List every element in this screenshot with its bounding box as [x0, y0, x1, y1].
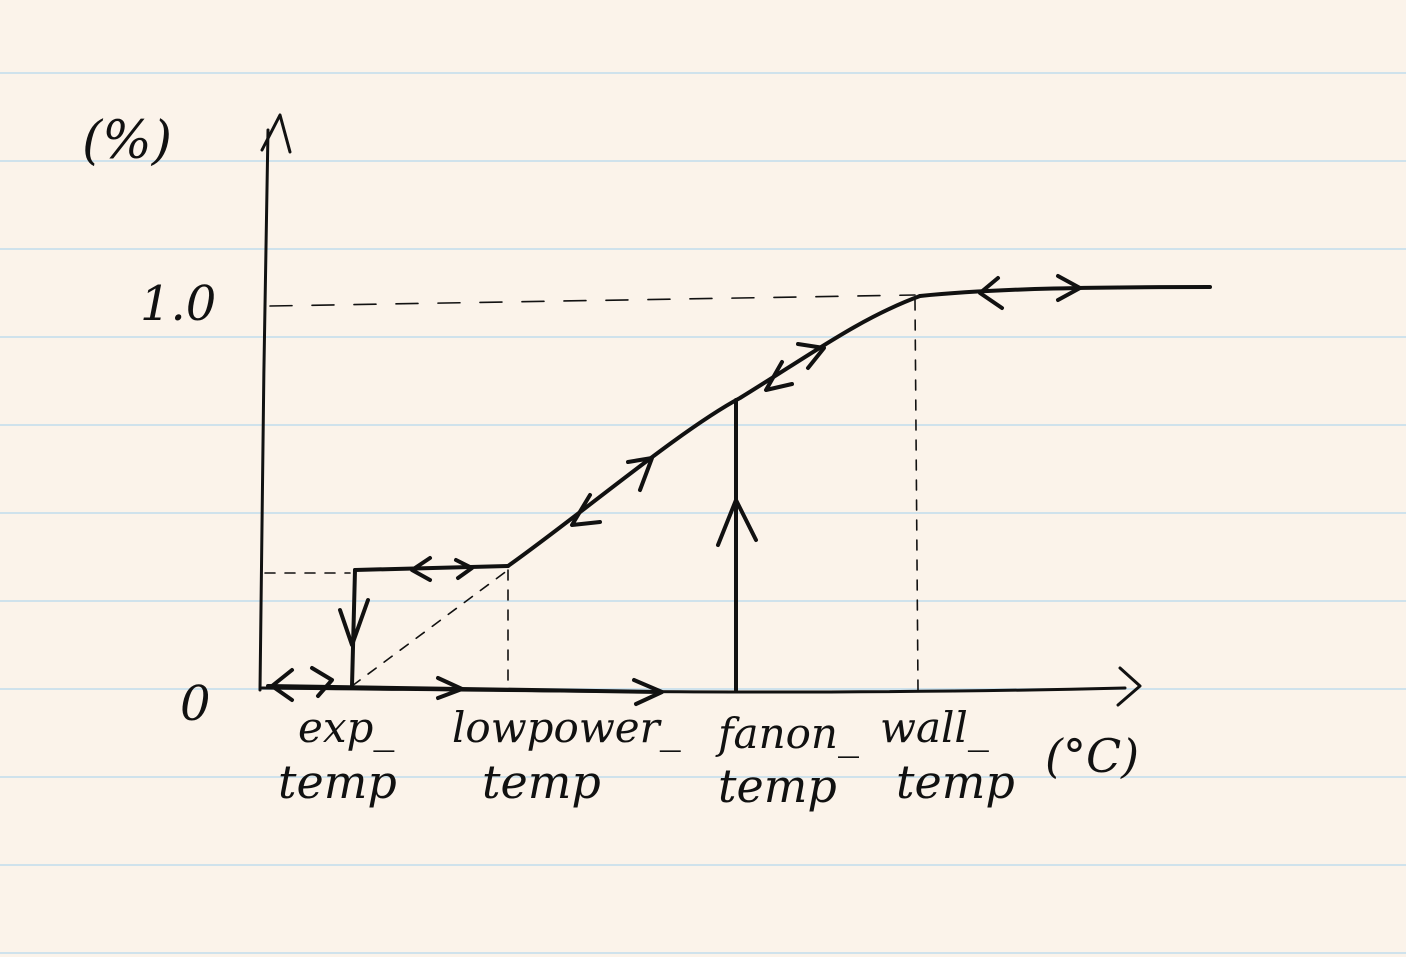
drop-to-zero-line: [350, 568, 357, 688]
exp-temp-label-line1: exp_: [298, 703, 394, 752]
bottom-mid-arrow-icon: [436, 676, 464, 700]
top-left-arrow-icon: [978, 276, 1004, 310]
upper-ramp-down-arrow-icon: [764, 360, 794, 392]
fanon-temp-label-line2: temp: [718, 759, 837, 813]
origin-label: 0: [180, 676, 211, 732]
upper-ramp-up-arrow-icon: [796, 342, 826, 370]
y-axis: [258, 128, 270, 692]
low-power-plateau: [353, 564, 510, 572]
top-right-arrow-icon: [1056, 274, 1082, 302]
exp-temp-label-line2: temp: [278, 755, 397, 809]
fan-on-up-arrow-icon: [716, 498, 758, 547]
exp-to-lowpower-diagonal: [351, 569, 509, 687]
y-axis-arrowhead: [260, 113, 292, 154]
max-level-guide: [269, 294, 916, 307]
bottom-right-arrow-icon: [310, 666, 334, 698]
ramp-up-arrow-icon: [626, 456, 654, 492]
x-axis-arrowhead: [1116, 666, 1142, 707]
max-plateau: [918, 285, 1212, 298]
ramp-down-arrow-icon: [570, 493, 602, 527]
y-unit-label: (%): [82, 111, 172, 171]
lowpower-temp-label-line2: temp: [482, 755, 601, 809]
bottom-left-arrow-icon: [270, 668, 294, 702]
plateau-right-arrow-icon: [454, 558, 474, 580]
lowpower-temp-label-line1: lowpower_: [452, 703, 681, 752]
x-unit-label: (°C): [1045, 729, 1139, 783]
bottom-far-arrow-icon: [632, 678, 664, 706]
drop-down-arrow-icon: [338, 598, 370, 647]
fanon-temp-label-line1: fanon_: [715, 709, 859, 758]
wall-temp-label-line2: temp: [896, 755, 1015, 809]
y-max-label: 1.0: [140, 276, 216, 332]
wall-temp-guide: [914, 299, 919, 691]
wall-temp-label-line1: wall_: [880, 703, 989, 752]
rising-ramp: [506, 294, 922, 568]
plateau-left-arrow-icon: [410, 556, 432, 582]
